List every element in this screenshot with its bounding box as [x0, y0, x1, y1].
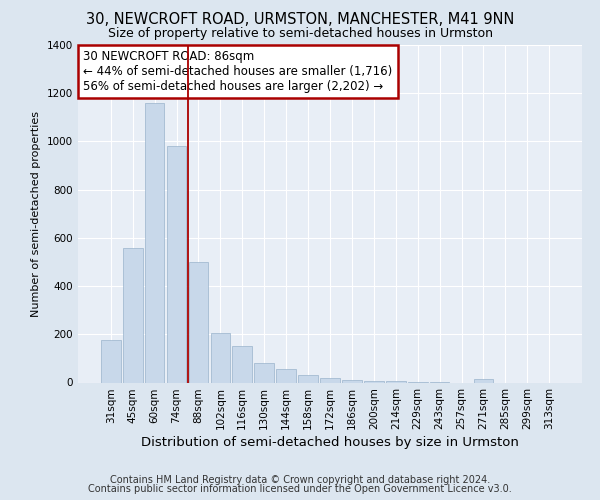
Bar	[473, 379, 493, 382]
Text: Contains HM Land Registry data © Crown copyright and database right 2024.: Contains HM Land Registry data © Crown c…	[110, 475, 490, 485]
Bar	[342, 380, 362, 382]
Y-axis label: Number of semi-detached properties: Number of semi-detached properties	[31, 111, 41, 317]
Bar	[232, 346, 252, 382]
Text: 30 NEWCROFT ROAD: 86sqm
← 44% of semi-detached houses are smaller (1,716)
56% of: 30 NEWCROFT ROAD: 86sqm ← 44% of semi-de…	[83, 50, 392, 93]
Bar	[211, 333, 230, 382]
Bar	[123, 248, 143, 382]
Bar	[298, 376, 318, 382]
Text: Contains public sector information licensed under the Open Government Licence v3: Contains public sector information licen…	[88, 484, 512, 494]
Bar	[167, 146, 187, 382]
X-axis label: Distribution of semi-detached houses by size in Urmston: Distribution of semi-detached houses by …	[141, 436, 519, 450]
Bar	[145, 103, 164, 382]
Bar	[254, 363, 274, 382]
Bar	[188, 262, 208, 382]
Bar	[276, 369, 296, 382]
Bar	[364, 380, 384, 382]
Bar	[101, 340, 121, 382]
Bar	[320, 378, 340, 382]
Text: 30, NEWCROFT ROAD, URMSTON, MANCHESTER, M41 9NN: 30, NEWCROFT ROAD, URMSTON, MANCHESTER, …	[86, 12, 514, 26]
Text: Size of property relative to semi-detached houses in Urmston: Size of property relative to semi-detach…	[107, 28, 493, 40]
